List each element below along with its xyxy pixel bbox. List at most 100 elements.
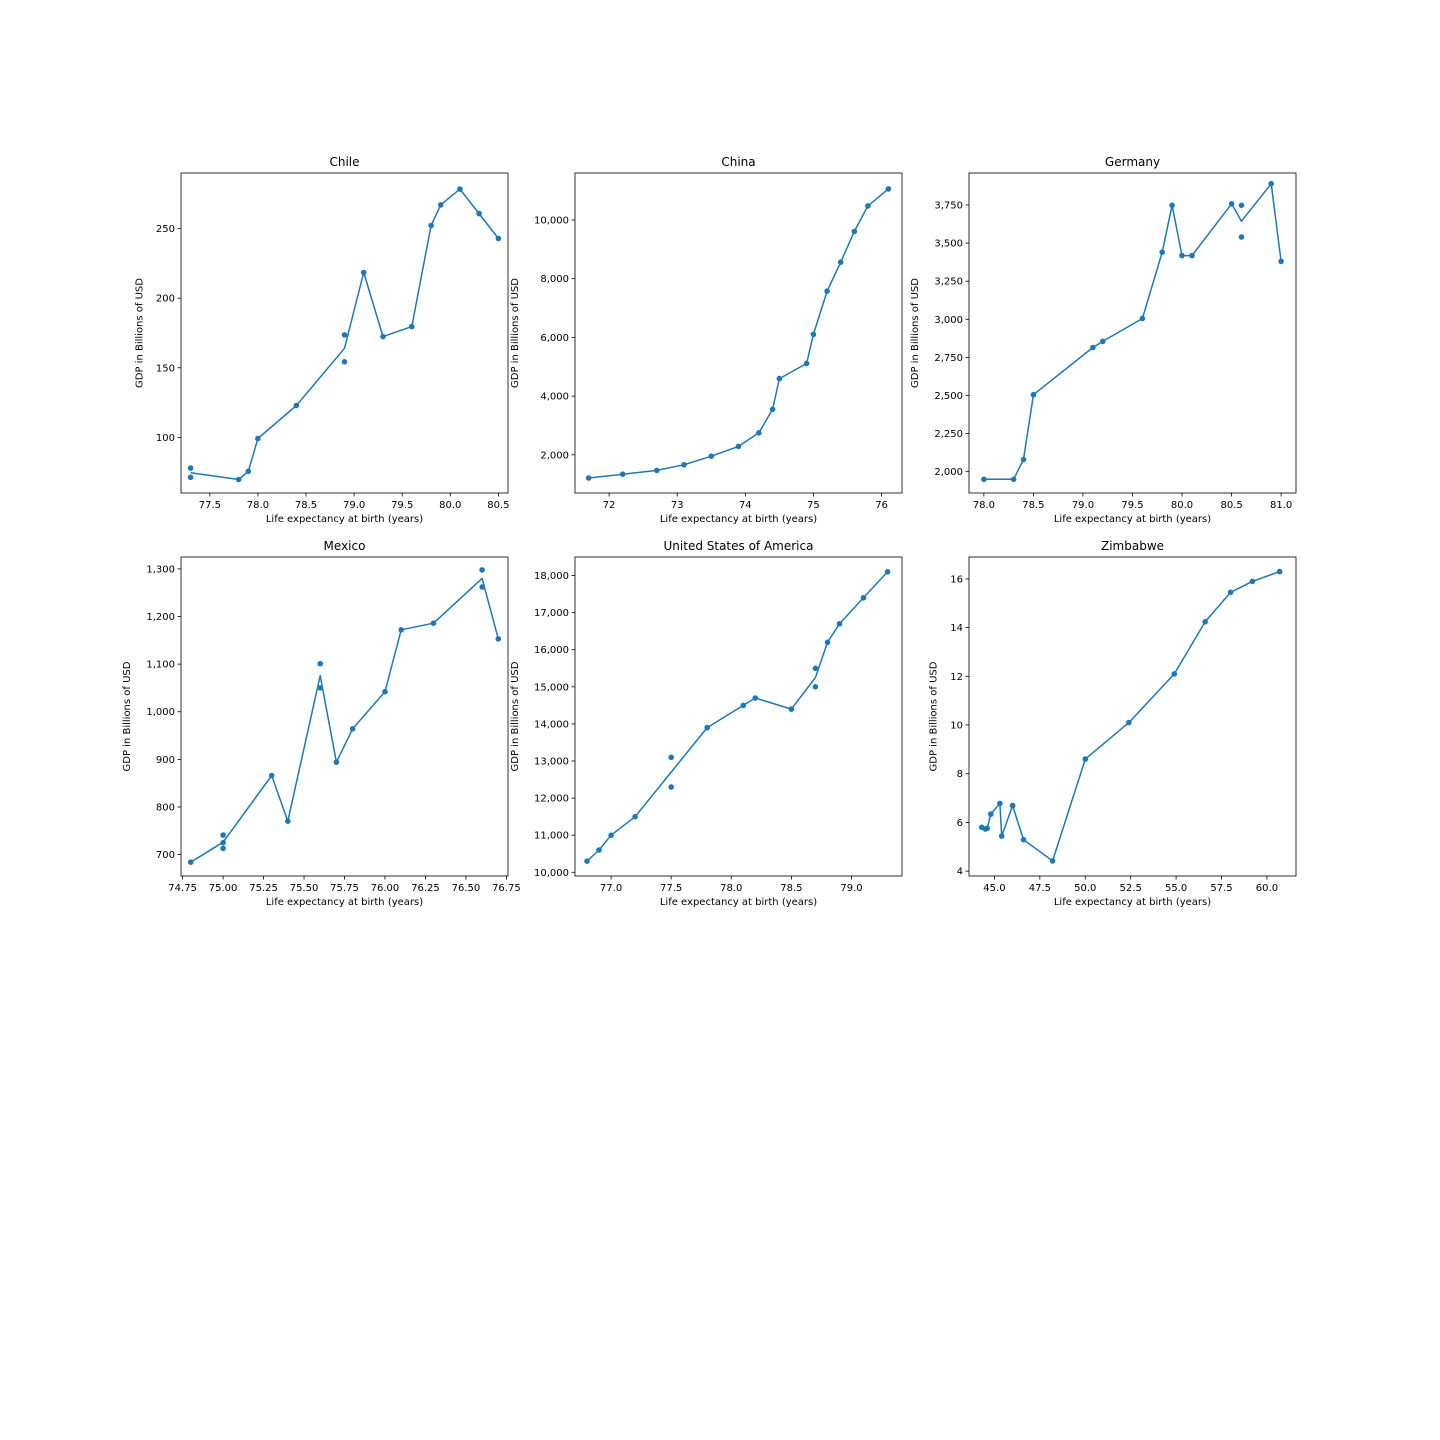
data-point [1020,836,1027,843]
x-axis-label: Life expectancy at birth (years) [660,514,817,525]
data-point [317,660,324,667]
data-point [187,465,194,471]
y-tick-label: 8 [957,769,963,780]
data-point [1159,249,1165,255]
data-point [495,636,502,642]
x-tick-label: 80.0 [1171,500,1193,511]
x-tick-label: 78.0 [720,883,742,894]
y-tick-label: 3,500 [934,239,963,250]
y-tick-label: 900 [156,755,175,766]
subplot-united-states-of-america: United States of America 77.0 77.5 78.0 78.5… [510,539,903,908]
data-point [1020,456,1027,463]
data-point [708,453,715,460]
data-point [608,832,614,838]
data-point [479,567,485,573]
data-point [349,726,356,732]
x-tick-label: 75.25 [249,883,278,894]
data-point [735,443,742,450]
data-point [681,462,687,468]
y-tick-label: 2,000 [934,467,963,478]
data-point [988,811,994,817]
y-tick-label: 6,000 [540,333,569,344]
y-tick-label: 10,000 [534,215,569,226]
data-point [479,584,485,590]
data-point [1249,578,1256,585]
y-tick-label: 15,000 [534,682,569,693]
data-point [293,402,300,409]
data-point [860,595,867,601]
data-point [1139,315,1146,322]
data-point [1238,234,1245,240]
data-point [654,467,660,474]
x-tick-label: 77.5 [660,883,682,894]
series-line [981,570,1280,862]
data-point [476,210,482,217]
y-axis-label: GDP in Billions of USD [929,661,940,771]
data-point [1126,719,1132,726]
data-point [187,474,194,481]
data-point [1090,344,1096,351]
x-tick-label: 80.5 [1220,500,1242,511]
subplot-mexico: Mexico 74.75 75.00 75.25 75.50 75.75 76.00 76.2… [122,539,521,908]
series-line [190,577,500,863]
y-tick-label: 100 [156,433,175,444]
data-point [997,800,1003,807]
x-tick-label: 76 [875,500,888,511]
y-axis-label: GDP in Billions of USD [510,661,521,771]
data-point [836,621,843,627]
y-tick-label: 1,100 [146,660,175,671]
subplot-title: China [721,155,755,169]
data-point [824,639,831,646]
x-tick-label: 75.75 [330,883,359,894]
x-tick-label: 79.0 [343,500,365,511]
x-tick-label: 78.5 [295,500,317,511]
data-point [740,702,747,709]
y-axis-label: GDP in Billions of USD [510,278,521,388]
data-point [1082,756,1089,762]
data-point [584,858,590,864]
data-point [865,203,871,209]
x-tick-label: 76.00 [371,883,400,894]
data-point [430,620,437,626]
data-point [235,476,242,483]
x-tick-label: 60.0 [1256,883,1278,894]
data-point [1100,338,1106,345]
x-tick-label: 79.5 [391,500,413,511]
y-tick-label: 1,300 [146,564,175,575]
y-tick-label: 17,000 [534,608,569,619]
data-point [769,406,776,413]
x-tick-label: 78.0 [247,500,269,511]
data-point [585,475,592,481]
data-point [1030,391,1037,398]
subplot-zimbabwe: Zimbabwe 45.0 47.5 50.0 52.5 55.0 57.5 60.0 4 6 8 1… [929,539,1297,908]
plot-frame [968,556,1297,877]
data-point [851,228,858,235]
data-point [1238,202,1245,209]
data-point [495,235,502,242]
y-tick-label: 200 [156,294,175,305]
data-point [428,222,434,229]
plot-frame [574,172,903,494]
data-point [317,685,324,691]
y-axis-label: GDP in Billions of USD [910,278,921,388]
x-tick-label: 55.0 [1165,883,1187,894]
x-tick-label: 50.0 [1074,883,1096,894]
y-tick-label: 1,200 [146,612,175,623]
subplot-title: Chile [329,155,359,169]
y-tick-label: 16,000 [534,645,569,656]
x-axis-label: Life expectancy at birth (years) [1054,514,1211,525]
data-point [1049,858,1056,864]
y-tick-label: 12 [950,672,963,683]
data-point [668,784,674,790]
x-tick-label: 76.50 [452,883,481,894]
data-point [885,186,892,192]
data-point [1171,671,1178,677]
x-axis-label: Life expectancy at birth (years) [266,514,423,525]
subplot-title: United States of America [664,539,814,553]
y-tick-label: 11,000 [534,831,569,842]
data-point [1189,252,1195,259]
y-tick-label: 2,750 [934,353,963,364]
data-point [220,832,226,838]
data-point [803,360,810,367]
x-tick-label: 57.5 [1210,883,1232,894]
